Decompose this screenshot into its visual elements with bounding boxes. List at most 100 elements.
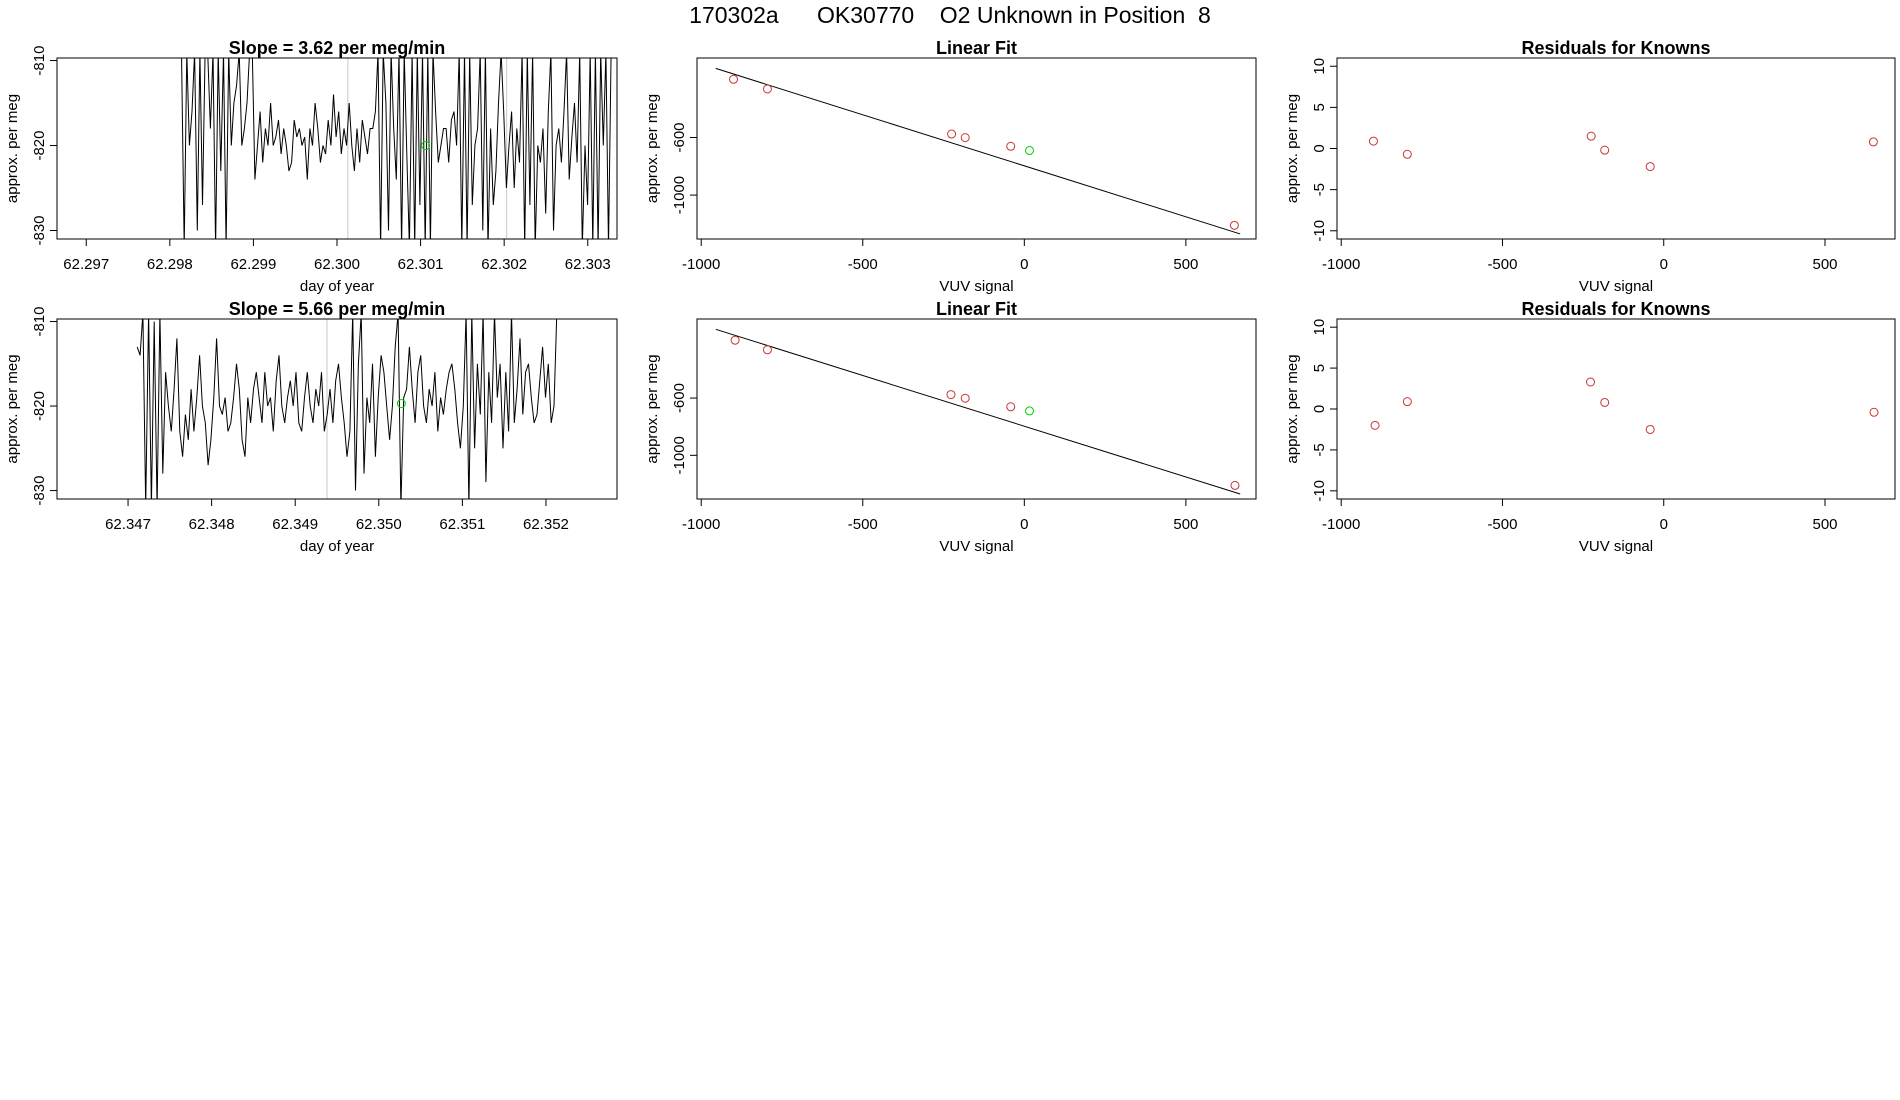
residual-point: [1402, 149, 1412, 159]
known-point: [960, 133, 970, 143]
unknown-point: [1024, 145, 1034, 155]
x-tick-label: 62.301: [398, 256, 444, 273]
chart-title: Linear Fit: [936, 38, 1017, 58]
plot-frame: [696, 318, 1257, 500]
plot-area: [181, 58, 612, 239]
plot-frame: [1336, 318, 1896, 500]
x-tick-label: 0: [1020, 256, 1028, 273]
y-axis-label: approx. per meg: [1284, 94, 1301, 203]
residual-point: [1368, 136, 1378, 146]
plot-area: [715, 67, 1241, 235]
chart-title: Slope = 3.62 per meg/min: [229, 38, 446, 58]
known-point: [730, 335, 740, 345]
y-tick-label: 5: [1311, 364, 1328, 372]
plot-area: [1368, 131, 1878, 172]
plot-area: [1370, 377, 1879, 434]
x-tick-label: -1000: [682, 516, 720, 533]
x-axis-label: VUV signal: [1579, 278, 1653, 295]
chart-panel-fit1: Linear Fit VUV signal approx. per meg -1000…: [644, 38, 1257, 295]
x-axis-label: VUV signal: [1579, 538, 1653, 555]
x-axis-label: day of year: [300, 538, 374, 555]
plot-frame: [696, 57, 1257, 240]
y-tick-label: 10: [1311, 319, 1328, 336]
chart-panel-ts2: Slope = 5.66 per meg/min day of year appro…: [4, 299, 618, 555]
known-point: [946, 390, 956, 400]
unknown-marker: [421, 141, 431, 151]
residual-point: [1402, 397, 1412, 407]
y-tick-label: 0: [1311, 405, 1328, 413]
known-point: [729, 74, 739, 84]
x-tick-label: 500: [1173, 516, 1198, 533]
y-tick-label: -820: [31, 391, 48, 421]
residual-point: [1645, 162, 1655, 172]
x-tick-label: 62.349: [272, 516, 318, 533]
y-tick-label: -10: [1311, 220, 1328, 242]
plot-area: [715, 328, 1241, 495]
y-tick-label: -5: [1311, 443, 1328, 456]
residual-point: [1586, 377, 1596, 387]
plot-frame: [56, 318, 618, 500]
y-tick-label: -830: [31, 476, 48, 506]
residual-point: [1645, 424, 1655, 434]
x-tick-label: 500: [1812, 516, 1837, 533]
y-tick-label: -600: [671, 383, 688, 413]
y-tick-label: -810: [31, 46, 48, 76]
y-tick-label: -1000: [671, 176, 688, 214]
y-tick-label: 5: [1311, 103, 1328, 111]
x-tick-label: 62.347: [105, 516, 151, 533]
chart-title: Residuals for Knowns: [1521, 38, 1710, 58]
y-tick-label: -1000: [671, 436, 688, 474]
y-axis-label: approx. per meg: [644, 354, 661, 463]
x-tick-label: 62.302: [481, 256, 527, 273]
x-tick-label: 62.297: [63, 256, 109, 273]
known-point: [1229, 220, 1239, 230]
fit-line: [715, 328, 1241, 495]
x-tick-label: 500: [1812, 256, 1837, 273]
known-point: [947, 129, 957, 139]
chart-title: Residuals for Knowns: [1521, 299, 1710, 319]
y-tick-label: -5: [1311, 183, 1328, 196]
residual-point: [1370, 420, 1380, 430]
x-tick-label: 500: [1173, 256, 1198, 273]
x-tick-label: 0: [1660, 516, 1668, 533]
x-tick-label: 62.348: [189, 516, 235, 533]
chart-panel-fit2: Linear Fit VUV signal approx. per meg -1000…: [644, 299, 1257, 555]
residual-point: [1586, 131, 1596, 141]
y-tick-label: 10: [1311, 58, 1328, 75]
y-axis-label: approx. per meg: [644, 94, 661, 203]
y-tick-label: 0: [1311, 144, 1328, 152]
plot-frame: [1336, 57, 1896, 240]
residual-point: [1869, 407, 1879, 417]
y-tick-label: -810: [31, 307, 48, 337]
x-axis-label: VUV signal: [939, 538, 1013, 555]
plot-area: [136, 319, 558, 499]
residual-point: [1600, 397, 1610, 407]
chart-panel-res1: Residuals for Knowns VUV signal approx. pe…: [1284, 38, 1896, 295]
known-point: [762, 345, 772, 355]
chart-title: Slope = 5.66 per meg/min: [229, 299, 446, 319]
y-axis-label: approx. per meg: [4, 354, 21, 463]
x-tick-label: 62.303: [565, 256, 611, 273]
known-point: [1006, 141, 1016, 151]
residual-point: [1868, 137, 1878, 147]
fit-line: [715, 67, 1241, 235]
x-tick-label: -500: [1487, 516, 1517, 533]
x-tick-label: -500: [1487, 256, 1517, 273]
x-tick-label: -1000: [1322, 256, 1360, 273]
known-point: [960, 393, 970, 403]
x-axis-label: day of year: [300, 278, 374, 295]
x-tick-label: -1000: [682, 256, 720, 273]
figure-title: 170302a OK30770 O2 Unknown in Position 8: [689, 2, 1211, 28]
chart-title: Linear Fit: [936, 299, 1017, 319]
x-tick-label: 62.298: [147, 256, 193, 273]
series-line: [136, 319, 558, 499]
x-tick-label: 0: [1660, 256, 1668, 273]
x-tick-label: 62.299: [230, 256, 276, 273]
unknown-marker: [396, 399, 406, 409]
chart-panel-ts1: Slope = 3.62 per meg/min day of year appro…: [4, 38, 618, 295]
unknown-point: [1024, 406, 1034, 416]
residual-point: [1600, 145, 1610, 155]
y-tick-label: -600: [671, 122, 688, 152]
x-tick-label: -500: [848, 256, 878, 273]
